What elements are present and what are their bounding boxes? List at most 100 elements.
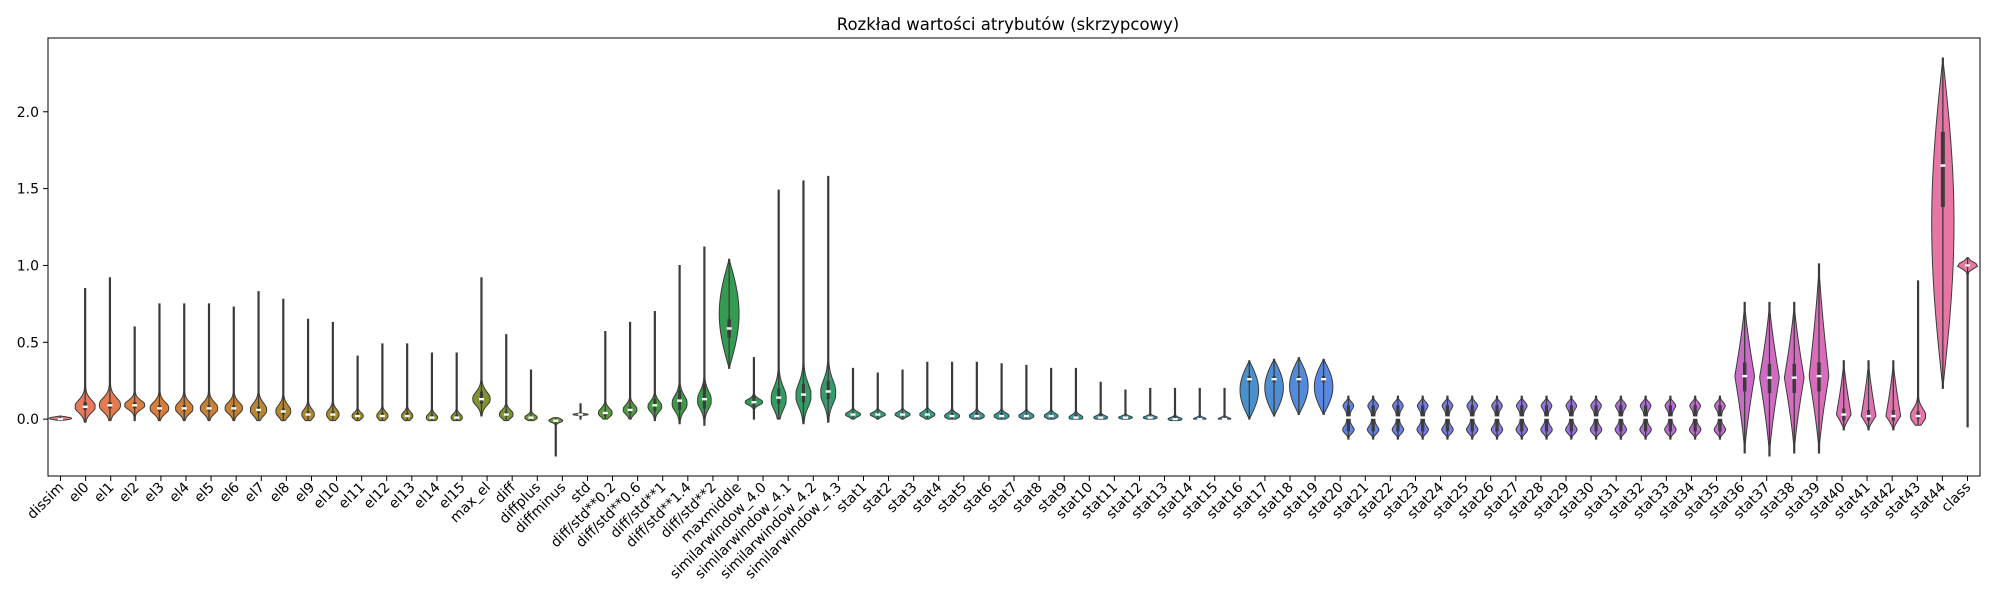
violin-median [850,413,856,416]
violin-median [900,413,906,416]
violin-median [82,405,88,409]
x-tick-label: el0 [66,480,92,506]
violin-median [1791,376,1797,379]
violin-median [776,396,782,399]
violin-median [1345,416,1351,419]
violin-median [652,404,658,407]
y-tick-label: 1.0 [17,258,39,274]
violin-median [355,414,361,418]
violin-median [429,416,435,419]
y-tick-label: 0.0 [17,412,39,428]
violin-median [379,414,385,418]
violin-median [751,401,757,404]
violin-median [553,419,559,422]
x-tick-label: class [1938,480,1974,516]
violin-median [1246,377,1252,381]
violin-median [1023,414,1029,418]
y-tick-label: 1.5 [17,182,39,198]
violin-median [627,408,633,412]
violin-median [1469,416,1475,419]
violin-median [1222,417,1228,421]
violin-median [1915,414,1921,418]
violin-median [1717,416,1723,419]
x-axis: dissimel0el1el2el3el4el5el6el7el8el9el10… [24,476,1974,582]
violin-median [1370,416,1376,419]
violin-median [1122,416,1128,419]
violin-median [107,404,113,407]
violin-median [206,407,212,410]
violin-median [1692,416,1698,419]
violin-median [999,414,1005,418]
violin-median [1048,414,1054,418]
violin-median [1568,416,1574,419]
violin-median [1494,416,1500,419]
violin-median [1321,377,1327,381]
plot-frame [47,37,1981,477]
violin-median [280,410,286,413]
x-tick-label: el13 [386,480,419,513]
y-axis: 0.0 0.5 1.0 1.5 2.0 [17,105,48,428]
x-tick-label: el1 [91,480,117,506]
violin-median [1444,416,1450,419]
violin-median [1841,413,1847,416]
x-tick-label: el11 [336,480,369,513]
violin-median [181,407,187,410]
violin-median [256,408,262,412]
y-tick-label: 2.0 [17,105,39,121]
violin-median [578,413,584,416]
violin-median [528,416,534,419]
violin-median [1519,416,1525,419]
violin-median [875,413,881,416]
violin-median [305,413,311,416]
violins-layer [48,57,1979,457]
violin-median [677,399,683,402]
violin-median [1940,164,1946,167]
violin-median [132,404,138,407]
violin-iqr-box [777,388,781,404]
violin-median [231,407,237,410]
violin-median [404,414,410,418]
violin-median [1890,414,1896,418]
violin-median [825,390,831,393]
violin-iqr-box [801,383,805,403]
violin-median [924,413,930,416]
violin-iqr-box [752,394,756,407]
violin-median [1098,416,1104,419]
violin-median [800,393,806,396]
violin-median [478,397,484,401]
violin-iqr-box [1940,131,1945,208]
chart-title: Rozkład wartości atrybutów (skrzypcowy) [837,15,1180,34]
violin-median [454,416,460,419]
violin-median [1593,416,1599,419]
violin-median [701,397,707,401]
violin-median [1197,417,1203,421]
x-tick-label: el12 [361,480,394,513]
x-tick-label: el8 [267,480,293,506]
violin-median [1667,416,1673,419]
violin-median [1618,416,1624,419]
violin-median [1395,416,1401,419]
violin-median [1073,416,1079,419]
violin-iqr-box [826,380,830,400]
x-tick-label: el4 [166,479,193,506]
violin-median [503,413,509,416]
violin-median [57,417,63,421]
violin-median [1544,416,1550,419]
violin-median [1866,414,1872,418]
x-tick-label: el10 [311,480,344,513]
x-tick-label: el7 [242,480,268,506]
violin-median [1643,416,1649,419]
violin-median [1172,417,1178,421]
violin-median [1271,377,1277,381]
x-tick-label: el3 [141,480,167,506]
violin-median [1296,377,1302,381]
x-tick-label: el6 [217,479,244,506]
x-tick-label: dissim [24,480,67,523]
x-tick-label: el5 [191,480,217,506]
violin-median [949,414,955,418]
violin-median [1742,374,1748,378]
violin-median [1147,416,1153,419]
violin-iqr-box [702,383,706,409]
violin-median [1965,264,1971,267]
